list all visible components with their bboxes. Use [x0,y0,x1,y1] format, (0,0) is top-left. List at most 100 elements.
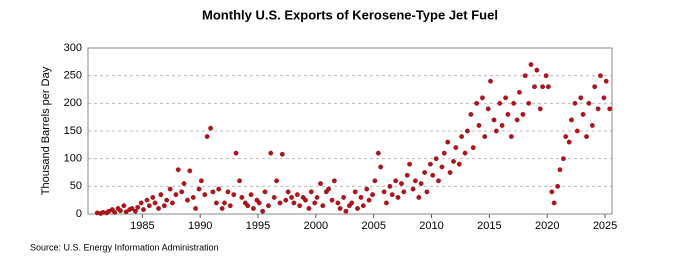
point [412,178,418,184]
point [389,192,395,198]
point [170,200,175,206]
point [459,134,465,139]
point [138,200,144,206]
point [462,150,468,156]
point [395,194,401,200]
point [528,62,534,67]
point [233,150,239,156]
y-tick-label: 50 [70,180,82,192]
point [117,208,123,214]
point [156,206,161,211]
point [135,204,141,210]
point [112,209,118,215]
y-tick-label: 300 [64,42,82,54]
point [161,203,167,209]
point [216,186,222,192]
point [352,189,358,195]
point [222,200,227,206]
point [202,192,208,198]
x-tick-label: 1995 [246,220,270,232]
point [445,139,451,145]
point [424,189,430,195]
point [393,178,399,184]
point [312,200,318,206]
point [283,197,289,203]
y-tick-label: 100 [64,153,82,165]
point [144,197,150,203]
point [416,194,422,200]
point [584,134,589,139]
point [566,139,572,145]
point [453,145,459,151]
point [343,208,349,214]
point [505,112,511,117]
point [557,167,563,173]
point [251,206,256,211]
point [326,186,332,192]
point [569,117,574,123]
point [407,161,412,167]
point [262,189,268,195]
point [337,206,343,211]
point [456,161,462,167]
source: Source: U.S. Energy Information Administ… [30,242,219,252]
point [248,192,254,198]
point [167,186,173,192]
point [418,181,424,186]
point [427,161,433,167]
point [578,95,584,101]
point [537,106,543,112]
point [404,172,410,178]
point [164,197,170,203]
point [465,128,470,134]
point [493,128,499,134]
point [375,150,381,156]
point [366,197,372,203]
x-tick-label: 1990 [188,220,212,232]
point [480,95,485,101]
point [520,112,526,117]
x-tick-label: 2025 [593,220,617,232]
x-tick-label: 1985 [130,220,154,232]
point [482,134,488,139]
point [503,95,508,101]
point [306,206,312,211]
point [372,178,378,184]
plot-frame [87,47,613,215]
point [152,200,158,206]
point [266,203,271,209]
point [129,206,135,211]
x-tick-label: 2020 [535,220,559,232]
point [589,123,595,128]
point [543,73,549,79]
point [213,200,219,206]
point [508,134,514,139]
point [433,156,439,162]
point [158,192,164,198]
point [491,117,497,123]
point [231,192,237,198]
point [329,197,335,203]
point [511,100,517,106]
point [595,106,601,112]
point [274,178,279,184]
point [561,156,566,162]
point [219,206,225,211]
y-tick-label: 250 [64,70,82,82]
point [193,206,198,211]
point [534,67,540,73]
point [173,192,179,198]
point [225,189,231,195]
point [549,189,555,195]
point [185,197,190,203]
point [517,89,522,95]
y-tick-label: 0 [76,208,82,220]
point [572,100,578,106]
point [603,78,609,84]
point [563,134,569,139]
point [141,207,146,212]
point [468,112,474,117]
x-tick-label: 2010 [419,220,443,232]
point [196,186,202,192]
point [532,84,537,90]
